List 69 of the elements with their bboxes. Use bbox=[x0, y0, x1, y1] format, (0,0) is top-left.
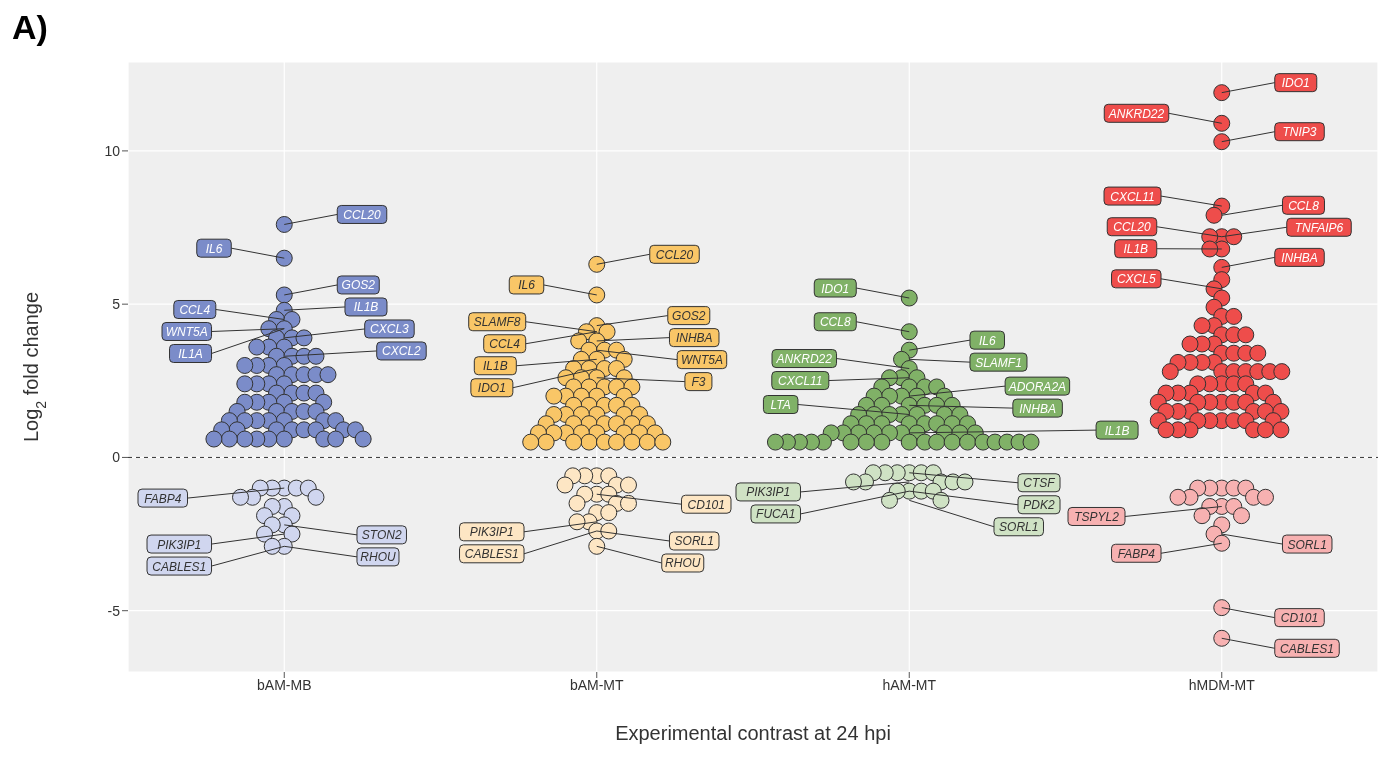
annotation: F3 bbox=[691, 375, 706, 390]
annotation: IL1B bbox=[482, 359, 508, 374]
x-tick-label: bAM-MT bbox=[569, 676, 625, 693]
annotation: PIK3IP1 bbox=[746, 485, 791, 500]
annotation: CCL8 bbox=[1288, 198, 1320, 213]
annotation: CD101 bbox=[1280, 611, 1319, 626]
annotation: CABLES1 bbox=[152, 559, 207, 574]
annotation: CCL4 bbox=[489, 337, 521, 352]
annotation: CABLES1 bbox=[464, 547, 519, 562]
x-axis-title: Experimental contrast at 24 hpi bbox=[615, 722, 891, 744]
annotation: SLAMF8 bbox=[473, 315, 521, 330]
annotation: TNIP3 bbox=[1282, 125, 1317, 140]
annotation: GOS2 bbox=[672, 309, 706, 324]
x-tick-label: bAM-MB bbox=[257, 676, 312, 693]
annotation: WNT5A bbox=[680, 353, 723, 368]
annotation: IL1B bbox=[1104, 423, 1130, 438]
annotation: INHBA bbox=[1019, 401, 1056, 416]
annotation: PIK3IP1 bbox=[469, 525, 514, 540]
annotation: RHOU bbox=[665, 556, 701, 571]
annotation: INHBA bbox=[1281, 250, 1318, 265]
annotation: STON2 bbox=[361, 528, 402, 543]
annotation: IDO1 bbox=[477, 381, 506, 396]
annotation: SORL1 bbox=[999, 520, 1039, 535]
annotation: SORL1 bbox=[1287, 537, 1327, 552]
annotation: LTA bbox=[770, 398, 791, 413]
annotation: CCL20 bbox=[655, 247, 694, 262]
annotation: CXCL2 bbox=[382, 344, 422, 359]
annotation: SORL1 bbox=[674, 534, 714, 549]
y-tick-label: 0 bbox=[112, 449, 121, 466]
annotation: CCL20 bbox=[1113, 220, 1151, 235]
annotation: CCL8 bbox=[819, 315, 851, 330]
annotation: IL1A bbox=[178, 346, 203, 361]
y-tick-label: 10 bbox=[104, 142, 121, 159]
annotation: IL6 bbox=[518, 278, 536, 293]
annotation: CTSF bbox=[1023, 476, 1056, 491]
annotation: IL6 bbox=[978, 333, 996, 348]
annotation: FABP4 bbox=[1117, 546, 1156, 561]
annotation: IL1B bbox=[353, 300, 379, 315]
annotation: FUCA1 bbox=[756, 507, 796, 522]
annotation: PDK2 bbox=[1023, 498, 1055, 513]
annotation: PIK3IP1 bbox=[157, 537, 202, 552]
annotation: CABLES1 bbox=[1279, 641, 1335, 656]
annotation: WNT5A bbox=[165, 324, 208, 339]
annotation: SLAMF1 bbox=[975, 355, 1022, 370]
annotation: IDO1 bbox=[821, 281, 850, 296]
annotation: FABP4 bbox=[144, 491, 182, 506]
annotation: IL6 bbox=[205, 241, 223, 256]
annotation: CXCL11 bbox=[1110, 189, 1155, 204]
y-tick-label: -5 bbox=[107, 602, 121, 619]
annotation: CCL4 bbox=[179, 302, 211, 317]
annotation: INHBA bbox=[675, 331, 713, 346]
annotation: CCL20 bbox=[343, 207, 381, 222]
annotation: IDO1 bbox=[1281, 76, 1310, 91]
annotation: ANKRD22 bbox=[1107, 106, 1165, 121]
annotation: ANKRD22 bbox=[775, 352, 833, 367]
annotation: RHOU bbox=[360, 550, 396, 565]
annotation: IL1B bbox=[1123, 242, 1149, 257]
annotation: TSPYL2 bbox=[1074, 509, 1120, 524]
annotation: CXCL3 bbox=[370, 322, 410, 337]
annotation: CD101 bbox=[687, 497, 725, 512]
annotation: CXCL5 bbox=[1116, 272, 1156, 287]
annotation: TNFAIP6 bbox=[1294, 220, 1344, 235]
y-tick-label: 5 bbox=[112, 296, 121, 313]
annotation: ADORA2A bbox=[1007, 379, 1067, 394]
annotation: CXCL11 bbox=[778, 374, 823, 389]
x-tick-label: hAM-MT bbox=[882, 676, 937, 693]
annotation: GOS2 bbox=[341, 278, 376, 293]
chart-title: A) bbox=[12, 8, 49, 48]
x-tick-label: hMDM-MT bbox=[1188, 676, 1256, 693]
